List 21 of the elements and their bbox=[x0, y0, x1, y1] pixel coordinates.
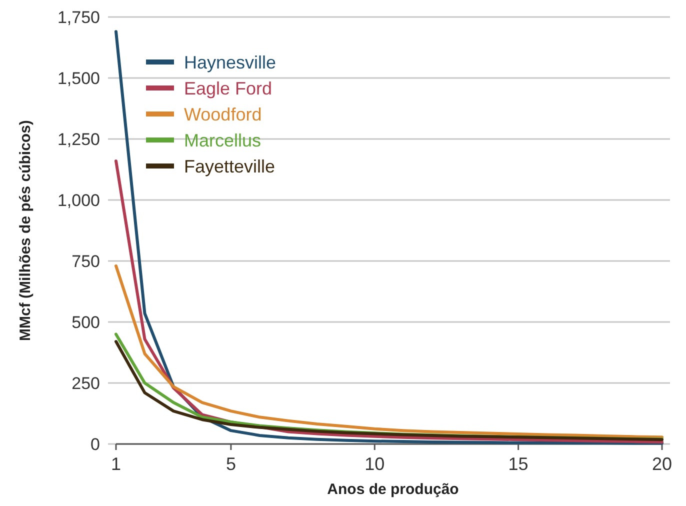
y-tick-label: 1,250 bbox=[57, 130, 100, 149]
y-tick-label: 500 bbox=[72, 312, 100, 332]
y-tick-label: 1,500 bbox=[57, 68, 100, 88]
legend-label: Eagle Ford bbox=[184, 78, 272, 98]
y-tick-label: 250 bbox=[72, 374, 100, 393]
x-tick-label: 10 bbox=[364, 454, 385, 474]
line-series bbox=[114, 264, 664, 439]
x-axis-title: Anos de produção bbox=[327, 481, 459, 498]
x-tick-label: 1 bbox=[110, 454, 122, 474]
legend-label: Marcellus bbox=[184, 130, 262, 150]
legend-label: Haynesville bbox=[184, 52, 276, 72]
legend-label: Fayetteville bbox=[184, 156, 276, 176]
y-axis-title: MMcf (Milhões de pés cúbicos) bbox=[17, 120, 34, 341]
x-tick-label: 20 bbox=[652, 454, 672, 474]
x-tick-label: 15 bbox=[508, 454, 528, 474]
legend-label: Woodford bbox=[184, 104, 262, 124]
x-tick-label: 5 bbox=[226, 454, 236, 474]
y-tick-label: 1,000 bbox=[57, 190, 100, 210]
y-tick-label: 1,750 bbox=[57, 8, 100, 27]
y-tick-label: 750 bbox=[72, 252, 100, 271]
y-tick-label: 0 bbox=[90, 434, 100, 454]
